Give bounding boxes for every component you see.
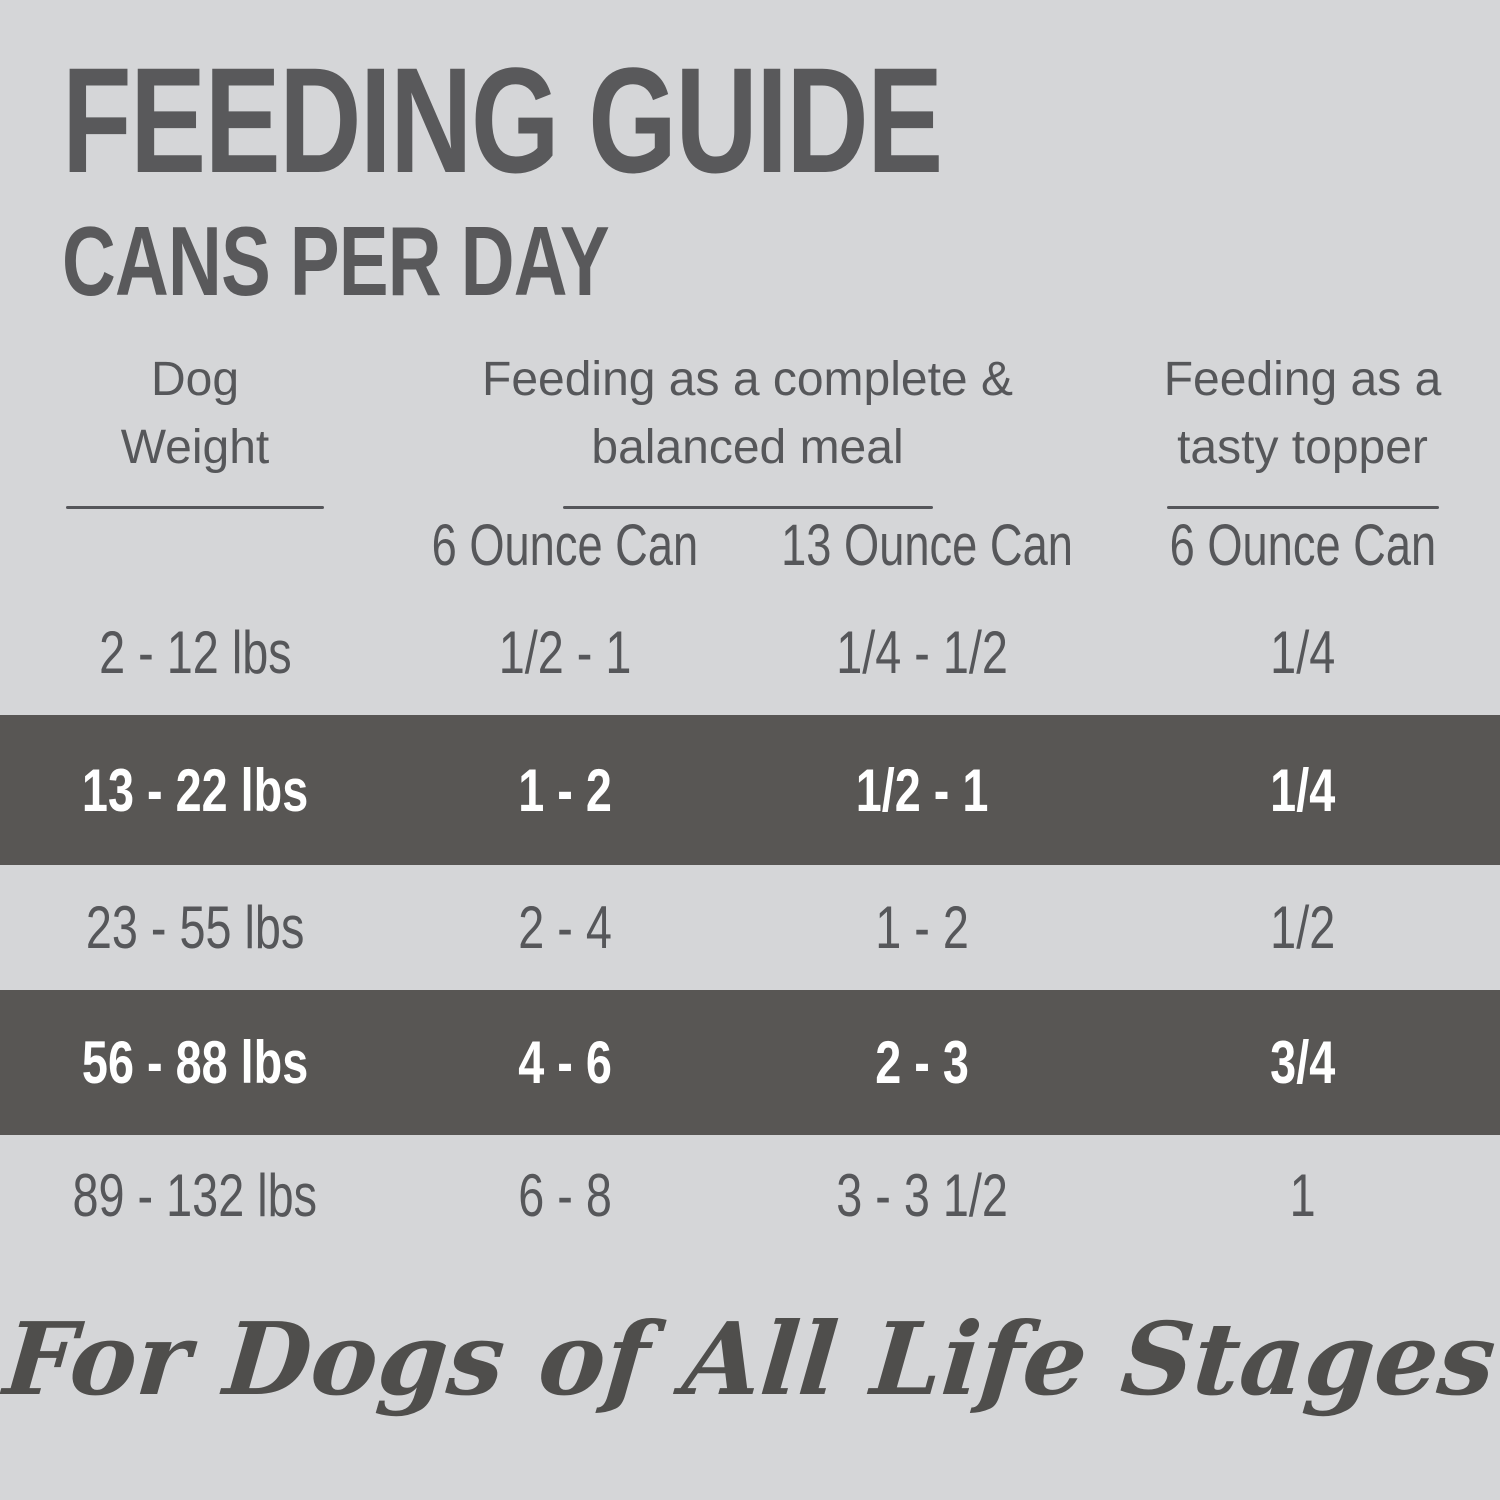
value-cell-topper: 1/4 [1269,756,1336,824]
tasty-topper-underline [1166,506,1439,510]
value-cell-6oz: 1 - 2 [518,756,612,824]
page-subtitle-wrap: CANS PER DAY [62,212,1219,310]
complete-meal-underline [562,506,933,510]
weight-cell: 89 - 132 lbs [72,1161,318,1229]
column-header-line: tasty topper [1177,421,1428,475]
header: FEEDING GUIDE CANS PER DAY [62,36,1219,310]
subheader-6oz-topper: 6 Ounce Can [1169,512,1436,578]
table-row: 2 - 12 lbs 1/2 - 1 1/4 - 1/2 1/4 [0,590,1500,715]
value-cell-topper: 1 [1289,1161,1316,1229]
weight-cell: 2 - 12 lbs [98,619,292,686]
value-cell-6oz: 4 - 6 [518,1029,612,1096]
weight-cell: 56 - 88 lbs [81,1029,309,1096]
column-header-line: Dog [150,353,240,406]
value-cell-topper: 1/2 [1269,894,1336,961]
column-header-line: balanced meal [591,421,904,475]
table-row: 89 - 132 lbs 6 - 8 3 - 3 1/2 1 [0,1135,1500,1255]
value-cell-13oz: 3 - 3 1/2 [836,1161,1009,1229]
column-header-dog-weight: Dog Weight [0,346,390,510]
page-title-wrap: FEEDING GUIDE [62,36,1219,204]
dog-weight-underline [66,506,324,510]
column-header-complete-meal: Feeding as a complete & balanced meal [390,346,1105,510]
table-row: 23 - 55 lbs 2 - 4 1 - 2 1/2 [0,865,1500,990]
subheader-13oz-complete: 13 Ounce Can [781,512,1073,578]
value-cell-6oz: 6 - 8 [518,1161,612,1229]
weight-cell: 13 - 22 lbs [81,756,309,824]
value-cell-13oz: 1/4 - 1/2 [836,619,1009,686]
column-header-line: Feeding as a [1163,353,1442,406]
table-row-highlighted: 56 - 88 lbs 4 - 6 2 - 3 3/4 [0,990,1500,1135]
value-cell-6oz: 2 - 4 [518,894,612,961]
value-cell-13oz: 1 - 2 [875,894,970,961]
column-header-line: Feeding as a complete & [482,353,1013,406]
value-cell-topper: 3/4 [1269,1029,1336,1096]
value-cell-topper: 1/4 [1269,619,1336,686]
column-header-tasty-topper: Feeding as a tasty topper [1105,346,1500,510]
subheader-6oz-complete: 6 Ounce Can [431,512,699,578]
page-title: FEEDING GUIDE [62,36,943,204]
tagline: For Dogs of All Life Stages [0,1300,1500,1418]
column-header-line: Weight [120,421,270,475]
page-subtitle: CANS PER DAY [62,206,610,316]
feeding-table: Dog Weight Feeding as a complete & balan… [0,330,1500,1255]
weight-cell: 23 - 55 lbs [85,894,305,961]
group-header-row: Dog Weight Feeding as a complete & balan… [0,330,1500,510]
value-cell-13oz: 2 - 3 [875,1029,970,1096]
value-cell-13oz: 1/2 - 1 [856,756,989,824]
table-row-highlighted: 13 - 22 lbs 1 - 2 1/2 - 1 1/4 [0,715,1500,865]
subheader-row: 6 Ounce Can 13 Ounce Can 6 Ounce Can [0,500,1500,590]
value-cell-6oz: 1/2 - 1 [498,619,632,686]
